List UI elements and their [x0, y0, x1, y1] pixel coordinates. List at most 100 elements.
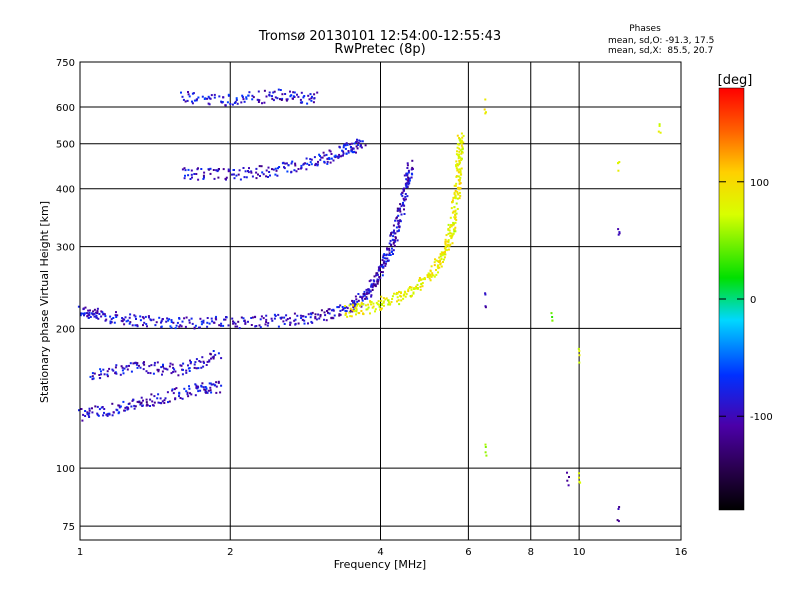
- echo-point: [360, 301, 363, 304]
- echo-point: [115, 364, 118, 367]
- echo-point: [274, 315, 277, 317]
- echo-point: [412, 288, 415, 290]
- echo-point: [187, 93, 190, 96]
- x-tick-label: 2: [227, 547, 233, 558]
- echo-point: [163, 402, 166, 404]
- echo-point: [447, 223, 450, 226]
- echo-point: [156, 397, 159, 400]
- echo-point: [357, 299, 360, 302]
- echo-point: [193, 363, 196, 366]
- echo-point: [95, 314, 98, 317]
- echo-point: [407, 290, 410, 293]
- echo-point: [212, 383, 215, 386]
- echo-point: [459, 187, 462, 190]
- echo-point: [157, 401, 160, 404]
- echo-point: [268, 171, 271, 173]
- echo-point: [240, 316, 243, 319]
- echo-point: [456, 163, 459, 166]
- echo-point: [454, 230, 457, 233]
- echo-point: [297, 168, 300, 170]
- echo-point: [460, 152, 463, 155]
- x-tick-label: 6: [465, 547, 471, 558]
- echo-point: [88, 416, 91, 418]
- echo-point: [294, 318, 297, 321]
- echo-point: [314, 316, 317, 318]
- echo-point: [263, 89, 266, 92]
- echo-point: [104, 319, 107, 322]
- echo-point: [92, 313, 95, 316]
- echo-point: [244, 322, 247, 325]
- echo-point: [106, 373, 109, 376]
- echo-point: [96, 307, 99, 310]
- echo-point: [297, 322, 300, 325]
- echo-point: [77, 305, 80, 308]
- echo-point: [307, 313, 310, 316]
- echo-point: [328, 308, 331, 311]
- echo-point: [178, 325, 181, 328]
- echo-point: [213, 384, 216, 387]
- x-tick-label: 16: [675, 547, 688, 558]
- echo-point: [181, 168, 184, 171]
- echo-point: [98, 408, 101, 411]
- echo-point: [146, 325, 148, 328]
- echo-point: [177, 374, 180, 377]
- echo-point: [410, 286, 413, 289]
- echo-point: [484, 446, 487, 448]
- echo-point: [129, 313, 132, 316]
- echo-point: [234, 100, 237, 103]
- echo-point: [106, 414, 109, 417]
- echo-point: [96, 405, 99, 408]
- echo-point: [167, 401, 169, 404]
- echo-point: [617, 520, 620, 523]
- echo-point: [444, 240, 447, 243]
- echo-point: [346, 143, 349, 146]
- echo-point: [93, 308, 96, 311]
- echo-point: [398, 208, 401, 211]
- echo-point: [338, 314, 341, 317]
- echo-point: [140, 402, 143, 405]
- x-tick-label: 1: [77, 547, 83, 558]
- echo-point: [387, 259, 390, 262]
- echo-point: [285, 319, 288, 322]
- echo-point: [118, 411, 121, 414]
- echo-point: [188, 321, 191, 324]
- echo-point: [99, 368, 102, 371]
- echo-point: [173, 368, 176, 371]
- echo-point: [212, 357, 215, 360]
- echo-point: [209, 382, 212, 385]
- echo-point: [458, 137, 461, 139]
- x-axis-label: Frequency [MHz]: [334, 558, 426, 571]
- echo-point: [159, 397, 162, 400]
- echo-point: [233, 321, 236, 324]
- echo-point: [188, 319, 191, 322]
- echo-point: [80, 312, 82, 315]
- echo-point: [172, 370, 175, 373]
- echo-point: [485, 111, 487, 114]
- echo-point: [458, 159, 461, 162]
- echo-point: [265, 169, 268, 172]
- echo-point: [179, 397, 182, 399]
- echo-point: [329, 161, 332, 164]
- echo-point: [93, 315, 96, 318]
- echo-point: [429, 269, 432, 272]
- echo-point: [419, 288, 422, 291]
- echo-points: [77, 88, 662, 523]
- echo-point: [388, 247, 390, 250]
- echo-point: [146, 403, 149, 406]
- echo-point: [339, 313, 342, 316]
- x-tick-label: 10: [573, 547, 586, 558]
- echo-point: [441, 254, 444, 257]
- echo-point: [383, 253, 386, 256]
- echo-point: [236, 102, 239, 105]
- echo-point: [404, 198, 407, 201]
- echo-point: [78, 409, 80, 412]
- echo-point: [144, 315, 147, 318]
- echo-point: [390, 301, 393, 303]
- echo-point: [218, 95, 221, 98]
- echo-point: [255, 325, 258, 327]
- echo-point: [198, 360, 201, 362]
- echo-point: [126, 406, 129, 409]
- echo-point: [185, 390, 188, 393]
- echo-point: [277, 167, 279, 170]
- echo-point: [95, 316, 98, 319]
